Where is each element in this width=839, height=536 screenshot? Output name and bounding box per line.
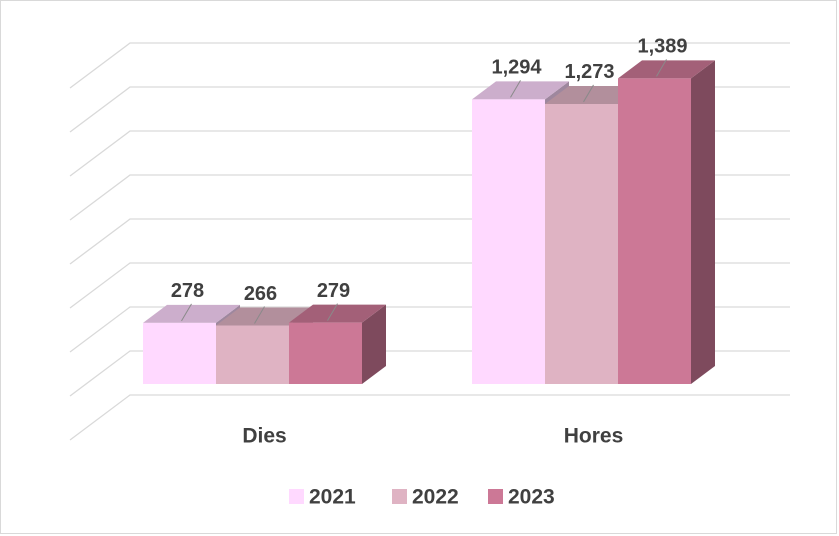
x-tick-label: Dies bbox=[242, 425, 286, 448]
bar-top bbox=[545, 85, 642, 104]
grid-line bbox=[69, 394, 790, 441]
leader-line bbox=[656, 59, 667, 77]
bar-top bbox=[472, 81, 569, 100]
bar-front bbox=[216, 325, 289, 384]
legend-label: 2023 bbox=[508, 486, 555, 509]
grid-line bbox=[69, 42, 790, 89]
bar-front bbox=[545, 103, 618, 384]
data-label: 1,294 bbox=[491, 57, 542, 79]
legend-swatch bbox=[488, 489, 503, 504]
bar-side bbox=[362, 304, 386, 384]
legend-label: 2022 bbox=[412, 486, 459, 509]
bar-front bbox=[143, 322, 216, 384]
leader-line bbox=[181, 303, 192, 322]
bar-top bbox=[143, 304, 240, 323]
bar-front bbox=[618, 78, 691, 385]
bar-top bbox=[216, 307, 313, 326]
data-label: 279 bbox=[317, 280, 350, 302]
leader-line bbox=[510, 80, 521, 98]
leader-line bbox=[583, 84, 594, 103]
data-label: 278 bbox=[171, 280, 204, 302]
data-label: 1,389 bbox=[637, 36, 687, 58]
leader-line bbox=[327, 303, 338, 321]
bar bbox=[289, 304, 386, 384]
leader-line bbox=[254, 306, 265, 324]
data-label: 1,273 bbox=[564, 61, 614, 83]
bar-front bbox=[289, 322, 362, 384]
bar-top bbox=[289, 304, 386, 323]
bar bbox=[618, 60, 715, 385]
legend-swatch bbox=[392, 489, 407, 504]
legend-swatch bbox=[289, 489, 304, 504]
bar-front bbox=[472, 99, 545, 384]
data-label: 266 bbox=[244, 283, 277, 305]
bar-top bbox=[618, 60, 715, 79]
legend-label: 2021 bbox=[309, 486, 356, 509]
bar-side bbox=[691, 60, 715, 385]
x-tick-label: Hores bbox=[564, 425, 624, 448]
